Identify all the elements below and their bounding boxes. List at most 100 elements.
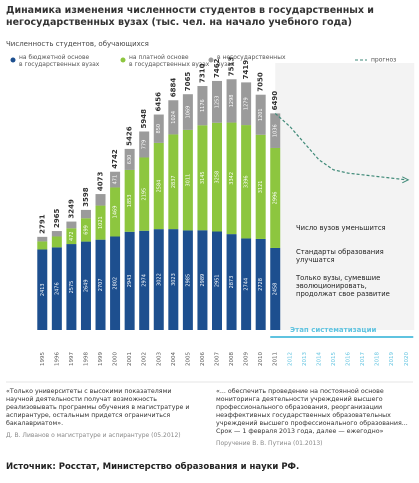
legend-label: на платной основе в государственных вузах xyxy=(129,54,210,68)
legend-label: прогноз xyxy=(371,57,396,64)
value-label: 2728 xyxy=(258,278,264,291)
bar-segment xyxy=(80,241,91,330)
legend-label: в негосударственных вузах xyxy=(217,54,286,68)
total-label: 7513 xyxy=(228,57,236,77)
source: Источник: Росстат, Министерство образова… xyxy=(6,462,300,472)
bar-segment xyxy=(226,234,237,330)
x-tick-label: 2012 xyxy=(287,352,293,366)
bar-segment xyxy=(255,94,266,135)
total-label: 6884 xyxy=(169,78,177,98)
x-tick-label: 2002 xyxy=(142,352,148,366)
value-label: 3145 xyxy=(200,171,206,184)
bar-segment xyxy=(241,125,252,239)
value-label: 3022 xyxy=(156,273,162,286)
forecast-area xyxy=(275,63,415,330)
value-label: 3121 xyxy=(258,181,264,194)
bar-segment xyxy=(124,169,135,232)
bar-segment xyxy=(270,147,281,248)
value-label: 3011 xyxy=(185,174,191,187)
x-tick-label: 2019 xyxy=(389,352,395,366)
value-label: 3396 xyxy=(244,175,250,188)
value-label: 1253 xyxy=(215,95,221,108)
x-tick-label: 2020 xyxy=(404,352,410,366)
bar-segment xyxy=(95,194,106,206)
value-label: 1069 xyxy=(185,106,191,119)
bar-segment xyxy=(110,171,121,188)
bar-segment xyxy=(270,113,281,148)
bar-segment xyxy=(226,79,237,123)
x-tick-label: 2007 xyxy=(215,352,221,366)
forecast-arrow xyxy=(402,176,410,184)
value-label: 2707 xyxy=(98,278,104,291)
bar-segment xyxy=(95,205,106,240)
bar-segment xyxy=(197,125,208,231)
x-tick-label: 2001 xyxy=(127,352,133,366)
x-tick-label: 2013 xyxy=(302,352,308,366)
value-label: 3023 xyxy=(171,273,177,286)
bar-segment xyxy=(66,228,77,245)
bar-segment xyxy=(153,114,164,143)
value-label: 1853 xyxy=(127,194,133,207)
bar-segment xyxy=(66,221,77,229)
total-label: 3598 xyxy=(82,187,90,207)
bar-segment xyxy=(124,231,135,330)
bar-segment xyxy=(168,134,179,230)
value-label: 2649 xyxy=(83,279,89,292)
total-label: 5948 xyxy=(140,109,148,129)
x-tick-label: 2000 xyxy=(113,352,119,366)
value-label: 2575 xyxy=(69,281,75,294)
x-tick-label: 1997 xyxy=(69,352,75,366)
x-tick-label: 2015 xyxy=(331,352,337,366)
total-label: 6490 xyxy=(271,91,279,111)
value-label: 1279 xyxy=(244,97,250,110)
bar-segment xyxy=(51,236,62,248)
value-label: 2989 xyxy=(200,274,206,287)
bar-segment xyxy=(168,229,179,330)
bar-segment xyxy=(153,229,164,330)
bar-segment xyxy=(80,218,91,242)
bar-segment xyxy=(37,241,48,250)
x-tick-label: 2011 xyxy=(273,352,279,366)
bar-segment xyxy=(110,236,121,330)
total-label: 7462 xyxy=(213,58,221,78)
x-tick-label: 1999 xyxy=(98,352,104,366)
bar-segment xyxy=(95,239,106,330)
value-label: 2802 xyxy=(113,277,119,290)
value-label: 3342 xyxy=(229,172,235,185)
value-label: 2413 xyxy=(40,283,46,296)
annotation: Только вузы, сумевшие эволюционировать, пр… xyxy=(295,274,390,298)
total-label: 4073 xyxy=(97,171,105,191)
value-label: 2837 xyxy=(171,175,177,188)
value-label: 472 xyxy=(69,231,75,241)
value-label: 2951 xyxy=(215,274,221,287)
value-label: 2458 xyxy=(273,283,279,296)
x-tick-label: 2008 xyxy=(229,352,235,366)
bar-segment xyxy=(226,122,237,235)
value-label: 1021 xyxy=(98,216,104,229)
chart: Численность студентов, обучающихся на бюд… xyxy=(6,40,415,383)
stage-label: Этап систематизации xyxy=(290,326,376,334)
total-label: 7050 xyxy=(257,72,265,92)
value-label: 1298 xyxy=(229,95,235,108)
subtitle: Численность студентов, обучающихся xyxy=(6,40,149,48)
value-label: 1201 xyxy=(258,108,264,121)
bar-segment xyxy=(51,247,62,330)
bar-segment xyxy=(139,131,150,158)
x-tick-label: 2009 xyxy=(244,352,250,366)
stage-bar xyxy=(270,336,414,338)
bar-segment xyxy=(182,129,193,231)
value-label: 3258 xyxy=(215,171,221,184)
x-tick-label: 2006 xyxy=(200,352,206,366)
total-label: 2791 xyxy=(38,214,46,234)
quote: «... обеспечить проведение на постоянной… xyxy=(216,388,412,448)
bar-segment xyxy=(168,100,179,135)
x-tick-label: 2010 xyxy=(258,352,264,366)
quote: «Только университеты с высокими показате… xyxy=(6,388,196,440)
value-label: 2195 xyxy=(142,188,148,201)
annotation: Стандарты образования улучшатся xyxy=(296,248,384,264)
bar-segment xyxy=(212,122,222,232)
bar-segment xyxy=(37,236,48,242)
quote-text: «Только университеты с высокими показате… xyxy=(6,388,190,427)
value-label: 1024 xyxy=(171,111,177,124)
